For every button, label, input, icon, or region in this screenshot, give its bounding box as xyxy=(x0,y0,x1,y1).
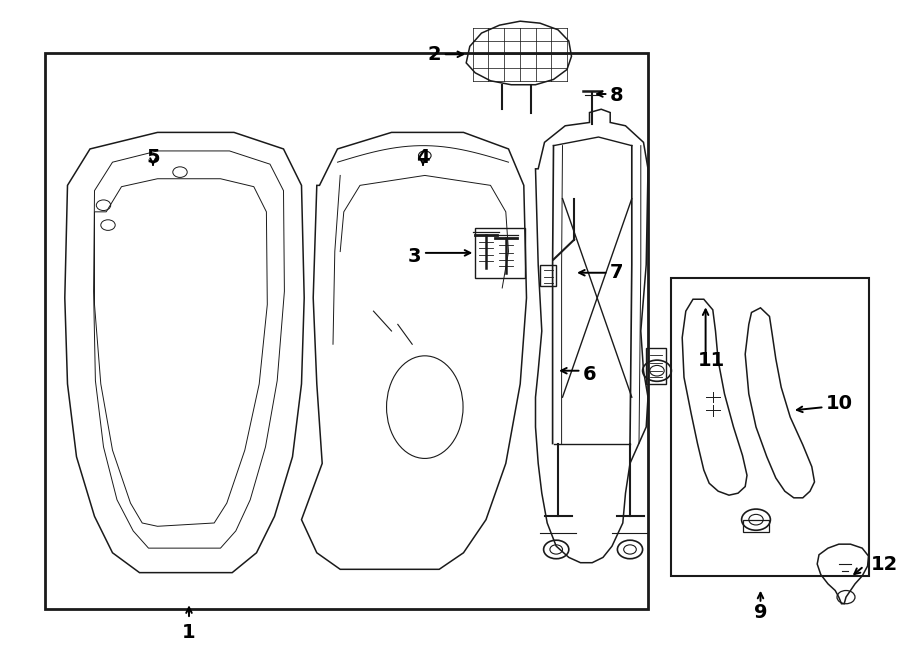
Text: 9: 9 xyxy=(754,603,767,622)
Text: 1: 1 xyxy=(182,623,196,641)
Text: 5: 5 xyxy=(146,148,160,167)
Text: 6: 6 xyxy=(583,365,597,383)
Bar xyxy=(45,53,648,609)
Bar xyxy=(475,228,525,278)
Text: 11: 11 xyxy=(698,352,724,370)
Text: 10: 10 xyxy=(826,395,853,413)
Text: 7: 7 xyxy=(610,263,624,282)
Text: 12: 12 xyxy=(871,555,898,573)
Text: 8: 8 xyxy=(610,87,624,105)
Text: 2: 2 xyxy=(428,45,441,64)
Bar xyxy=(743,520,769,532)
Bar xyxy=(670,278,868,576)
Text: 3: 3 xyxy=(408,247,421,265)
Text: 4: 4 xyxy=(416,148,430,167)
